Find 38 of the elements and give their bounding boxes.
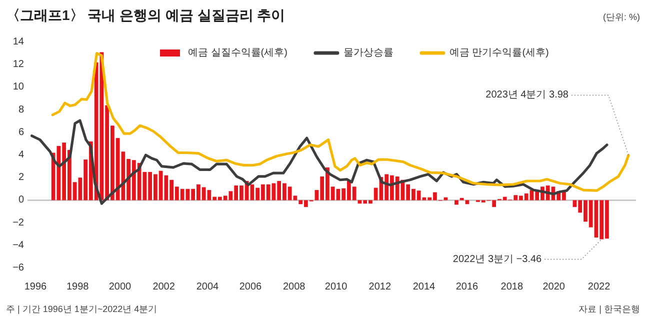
x-tick-label: 2014 (412, 282, 436, 292)
text: (단위: %) (603, 12, 640, 22)
x-tick-label: 2006 (239, 282, 262, 292)
chart-title: 〈그래프1〉 국내 은행의 예금 실질금리 추이 (6, 7, 286, 23)
legend-label: 예금 만기수익률(세후) (449, 48, 549, 58)
x-tick-label: 2012 (368, 282, 392, 292)
annotation: 2022년 3분기 −3.46 (452, 254, 542, 265)
y-tick-label: −2 (12, 217, 24, 228)
legend-label: 예금 실질수익률(세후) (188, 48, 288, 58)
x-tick-label: 2002 (152, 282, 176, 292)
text: 주 | 기간 1996년 1분기~2022년 4분기 (6, 304, 158, 314)
x-tick-label: 2022 (588, 282, 611, 292)
x-tick-label: 1998 (66, 282, 90, 292)
x-tick-label: 1996 (24, 282, 48, 292)
y-tick-label: 8 (18, 104, 24, 116)
y-tick-label: 10 (12, 82, 24, 93)
x-tick-label: 2000 (108, 282, 132, 292)
bar (465, 200, 470, 204)
y-tick-label: 0 (18, 194, 24, 206)
y-tick-label: 2 (18, 172, 24, 184)
x-tick-label: 2016 (456, 282, 479, 292)
x-tick-label: 2018 (500, 282, 524, 292)
y-tick-label: 4 (18, 150, 24, 160)
bar (460, 198, 464, 200)
y-tick-label: −6 (12, 262, 24, 274)
x-tick-label: 2010 (324, 282, 348, 292)
y-tick-label: 6 (18, 126, 24, 138)
x-tick-label: 2004 (196, 282, 220, 292)
bar (454, 200, 458, 205)
legend-label: 물가상승률 (343, 48, 394, 58)
annotation: 2023년 4분기 3.98 (486, 90, 569, 101)
x-tick-label: 2020 (542, 282, 566, 292)
text: 자료 | 한국은행 (578, 304, 640, 314)
x-tick-label: 2008 (282, 282, 306, 292)
y-tick-label: 14 (12, 36, 24, 48)
y-tick-label: −4 (12, 240, 24, 251)
line-series (30, 119, 608, 205)
y-tick-label: 12 (12, 59, 24, 70)
